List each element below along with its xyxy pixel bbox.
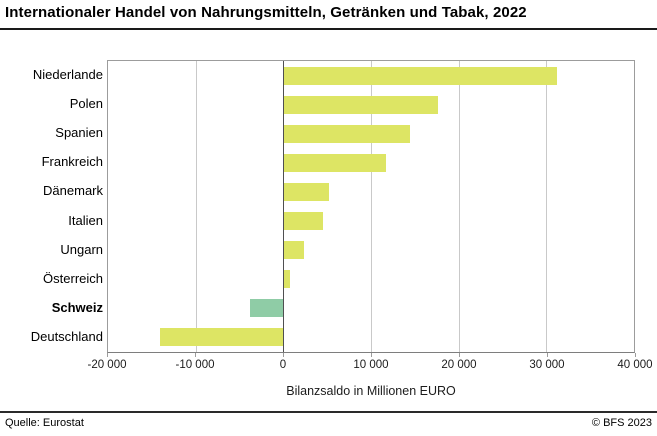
x-tick-mark [107,353,108,357]
category-label-italien: Italien [68,212,103,228]
x-tick-label: -20 000 [87,359,127,371]
bar-schweiz [250,299,284,318]
bar-spanien [283,124,411,143]
x-tick-mark [459,353,460,357]
category-label-österreich: Österreich [43,270,103,286]
x-tick-label: 20 000 [441,359,477,371]
bar-dänemark [283,182,329,201]
title-divider [0,28,657,30]
category-label-deutschland: Deutschland [30,328,103,344]
category-label-frankreich: Frankreich [41,154,103,170]
zero-line [283,61,285,352]
x-tick-label: 0 [279,359,287,371]
x-tick-label: -10 000 [175,359,215,371]
bar-polen [283,95,439,114]
bar-chart: Internationaler Handel von Nahrungsmitte… [0,4,657,429]
bar-österreich [283,270,291,289]
bar-ungarn [283,241,305,260]
plot-area [107,60,635,353]
category-label-schweiz: Schweiz [51,299,103,315]
bar-deutschland [159,328,284,347]
x-tick-label: 30 000 [529,359,565,371]
bar-italien [283,212,323,231]
bar-frankreich [283,153,386,172]
gridline [458,61,460,352]
x-tick-mark [371,353,372,357]
x-tick-mark [547,353,548,357]
x-tick-label: 10 000 [353,359,389,371]
x-axis-title: Bilanzsaldo in Millionen EURO [286,384,456,398]
gridline [371,61,372,352]
x-tick-mark [195,353,196,357]
gridline [546,61,548,352]
gridline [195,61,197,352]
category-label-niederlande: Niederlande [32,67,103,83]
copyright-note: © BFS 2023 [591,417,652,429]
x-tick-mark [283,353,284,357]
category-label-ungarn: Ungarn [60,241,103,257]
source-note: Quelle: Eurostat [5,417,84,429]
bar-niederlande [283,66,557,85]
chart-title: Internationaler Handel von Nahrungsmitte… [5,4,527,21]
x-tick-mark [635,353,636,357]
category-label-dänemark: Dänemark [43,183,103,199]
x-tick-label: 40 000 [617,359,653,371]
footer-divider [0,411,657,413]
category-label-polen: Polen [69,96,103,112]
category-label-spanien: Spanien [55,125,103,141]
